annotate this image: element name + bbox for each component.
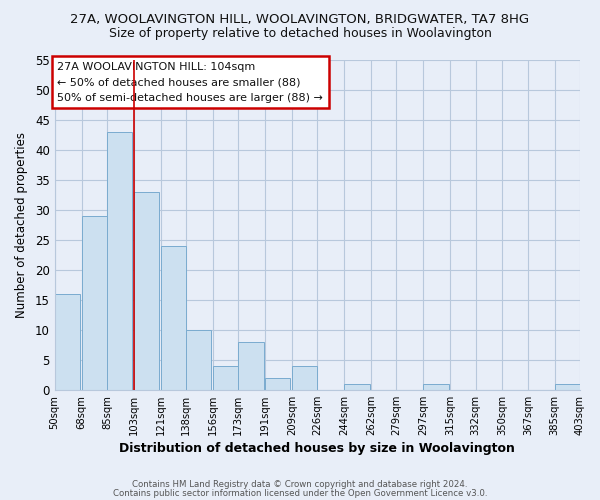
Bar — [292, 366, 317, 390]
Bar — [55, 294, 80, 390]
Text: 27A WOOLAVINGTON HILL: 104sqm
← 50% of detached houses are smaller (88)
50% of s: 27A WOOLAVINGTON HILL: 104sqm ← 50% of d… — [58, 62, 323, 103]
Bar — [554, 384, 580, 390]
Bar — [265, 378, 290, 390]
Bar — [161, 246, 186, 390]
X-axis label: Distribution of detached houses by size in Woolavington: Distribution of detached houses by size … — [119, 442, 515, 455]
Text: Size of property relative to detached houses in Woolavington: Size of property relative to detached ho… — [109, 28, 491, 40]
Bar — [107, 132, 132, 390]
Bar — [344, 384, 370, 390]
Y-axis label: Number of detached properties: Number of detached properties — [15, 132, 28, 318]
Text: Contains public sector information licensed under the Open Government Licence v3: Contains public sector information licen… — [113, 488, 487, 498]
Bar — [423, 384, 449, 390]
Bar — [186, 330, 211, 390]
Text: Contains HM Land Registry data © Crown copyright and database right 2024.: Contains HM Land Registry data © Crown c… — [132, 480, 468, 489]
Bar — [213, 366, 238, 390]
Text: 27A, WOOLAVINGTON HILL, WOOLAVINGTON, BRIDGWATER, TA7 8HG: 27A, WOOLAVINGTON HILL, WOOLAVINGTON, BR… — [70, 12, 530, 26]
Bar — [134, 192, 159, 390]
Bar — [82, 216, 107, 390]
Bar — [238, 342, 263, 390]
